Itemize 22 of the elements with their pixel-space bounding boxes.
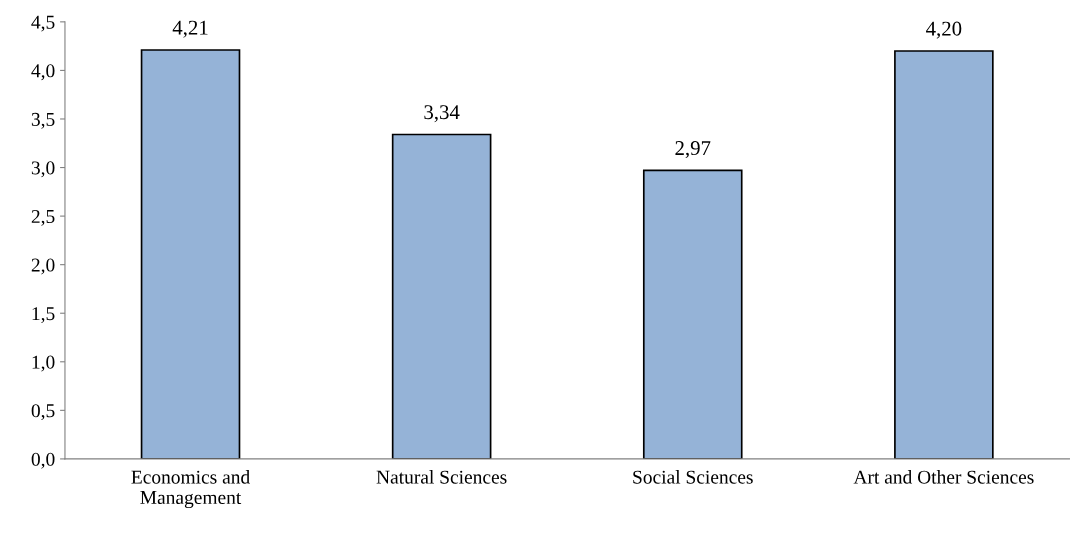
bar [391, 133, 492, 459]
y-tick-label: 2,0 [31, 258, 55, 275]
y-tick-label: 0,5 [31, 404, 55, 421]
bar [894, 50, 994, 459]
y-tick-label: 3,5 [31, 112, 55, 129]
y-tick-label: 4,0 [31, 64, 55, 81]
x-tick-label: Art and Other Sciences [853, 470, 1034, 484]
y-tick-label: 1,5 [32, 307, 55, 323]
x-tick-label: Social Sciences [633, 470, 753, 484]
y-tick-label: 2,5 [31, 209, 55, 226]
data-label: 4,21 [172, 20, 208, 38]
data-label: 3,34 [424, 105, 460, 123]
x-tick-label: Natural Sciences [376, 470, 507, 484]
data-label: 2,97 [675, 141, 711, 159]
x-tick-label: Economics and Management [131, 470, 250, 509]
bar [140, 49, 241, 459]
y-tick-label: 0,0 [31, 452, 55, 469]
y-tick-label: 4,5 [31, 15, 55, 32]
bar [642, 169, 743, 459]
y-tick-label: 3,0 [31, 161, 55, 178]
y-tick-label: 1,0 [32, 355, 55, 372]
data-label: 4,20 [926, 21, 962, 39]
